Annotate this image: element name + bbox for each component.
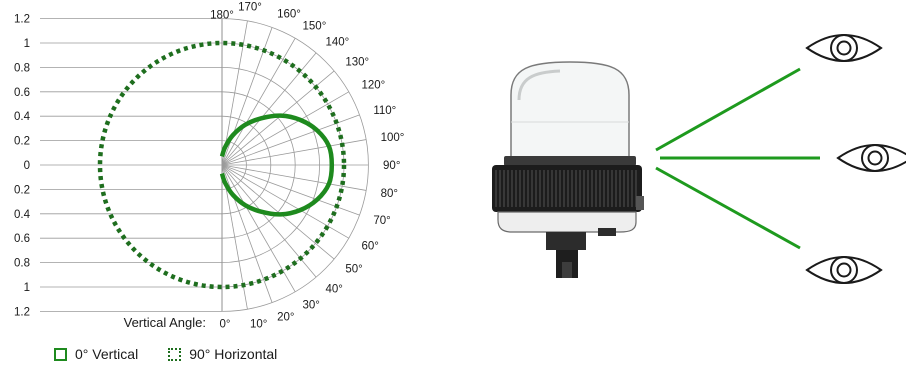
angle-tick-label: 40°	[326, 283, 343, 295]
chart-grid	[40, 18, 369, 312]
radial-tick-label: 0.6	[14, 87, 30, 99]
legend-swatch-solid	[54, 347, 67, 361]
legend-item-solid: 0° Vertical	[54, 346, 138, 362]
light-beams	[655, 67, 820, 250]
angle-tick-label: 30°	[303, 299, 320, 311]
chart-legend: 0° Vertical 90° Horizontal	[54, 344, 307, 364]
angle-tick-label: 70°	[373, 215, 390, 227]
chart-series	[97, 40, 347, 290]
grid-spoke	[221, 164, 349, 239]
grid-spoke	[221, 164, 367, 191]
radial-tick-label: 0.6	[14, 233, 30, 245]
radial-tick-label: 1	[24, 282, 30, 294]
grid-spoke	[221, 164, 296, 292]
angle-tick-label: 80°	[381, 188, 398, 200]
grid-spoke	[221, 91, 349, 166]
angle-tick-label: 20°	[277, 311, 294, 323]
polar-chart: 1.2 1 0.8 0.6 0.4 0.2 0 0.2 0.4 0.6 0.8 1 1.2 0° 10° 20…	[14, 1, 404, 330]
beacon-collar	[504, 156, 636, 166]
angle-tick-label: 90°	[383, 160, 400, 172]
beacon-dome-highlight	[517, 69, 561, 101]
chart-ticks: 1.2 1 0.8 0.6 0.4 0.2 0 0.2 0.4 0.6 0.8 1 1.2 0° 10° 20…	[14, 1, 404, 330]
angle-tick-label: 150°	[303, 21, 327, 33]
angle-tick-label: 120°	[361, 79, 385, 91]
radial-tick-label: 0.8	[14, 258, 30, 270]
eye-icon	[805, 256, 883, 284]
angle-tick-label: 60°	[361, 241, 378, 253]
angle-tick-label: 10°	[250, 319, 267, 331]
radial-tick-label: 0.4	[14, 209, 31, 221]
angle-tick-label: 130°	[345, 56, 369, 68]
legend-item-dotted: 90° Horizontal	[168, 346, 277, 362]
angle-tick-label: 160°	[277, 9, 301, 21]
radial-tick-label: 0	[24, 160, 30, 172]
legend-swatch-dotted	[168, 347, 182, 361]
beacon-stem	[546, 232, 586, 250]
radial-tick-label: 1.2	[14, 306, 30, 318]
radial-tick-label: 0.4	[14, 111, 31, 123]
beam-upper	[655, 67, 801, 152]
beacon-ribs	[495, 170, 637, 207]
radial-tick-label: 1	[24, 38, 30, 50]
series-90-horizontal	[97, 40, 347, 290]
angle-tick-label: 50°	[345, 264, 362, 276]
vertical-angle-label: Vertical Angle:	[124, 315, 206, 330]
angle-tick-label: 170°	[238, 1, 262, 13]
radial-tick-label: 0.2	[14, 136, 30, 148]
angle-tick-label: 110°	[373, 105, 396, 117]
series-0-vertical	[219, 113, 335, 217]
radial-tick-label: 0.2	[14, 184, 30, 196]
angle-tick-label: 140°	[326, 37, 350, 49]
radial-tick-label: 0.8	[14, 62, 30, 74]
beacon-mount-plate	[497, 211, 637, 233]
grid-spoke	[221, 164, 335, 260]
beacon-dome	[510, 61, 630, 159]
angle-tick-label: 180°	[210, 10, 234, 22]
legend-label-solid: 0° Vertical	[75, 346, 139, 362]
grid-spoke	[221, 38, 296, 166]
angle-tick-label: 0°	[220, 318, 231, 330]
radial-tick-label: 1.2	[14, 14, 30, 26]
eye-icon	[805, 34, 883, 62]
beam-lower	[655, 166, 801, 250]
beacon-light-icon	[492, 61, 644, 278]
eye-icon	[836, 144, 906, 172]
angle-tick-label: 100°	[381, 132, 405, 144]
legend-label-dotted: 90° Horizontal	[189, 346, 278, 362]
